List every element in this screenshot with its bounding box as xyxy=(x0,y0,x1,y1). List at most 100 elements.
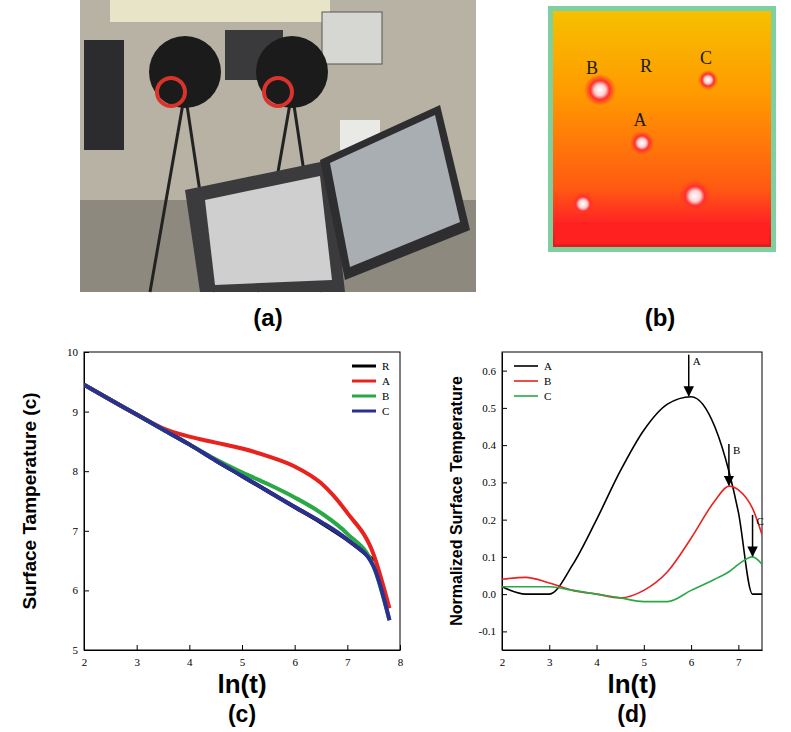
tick-mark xyxy=(502,408,507,409)
tick-label: 4 xyxy=(594,656,600,668)
tick-label: -0.1 xyxy=(479,625,496,637)
legend-item: A xyxy=(352,375,390,387)
photo-lamp xyxy=(256,36,328,108)
series-group xyxy=(502,397,762,602)
legend-item: A xyxy=(514,360,552,372)
photo-lamp-ring xyxy=(264,78,292,106)
series-line xyxy=(84,385,389,609)
axis-line xyxy=(503,650,763,651)
tick-label: 0.6 xyxy=(482,365,496,377)
tick-mark xyxy=(644,645,645,650)
tick: 8 xyxy=(73,465,90,477)
tick-mark xyxy=(242,645,243,650)
tick-label: 0.3 xyxy=(482,476,496,488)
tick-mark xyxy=(502,482,507,483)
legend-item: B xyxy=(352,390,389,402)
legend-label: A xyxy=(382,375,390,387)
tick: 0.1 xyxy=(482,551,507,563)
series-line xyxy=(502,397,762,594)
legend-label: C xyxy=(382,405,389,417)
tick-mark xyxy=(400,645,401,650)
axis-line xyxy=(85,650,401,651)
series-group xyxy=(84,385,389,620)
thermal-marker-label: B xyxy=(586,58,598,78)
thermal-panel: BRCA xyxy=(548,6,776,252)
tick-mark xyxy=(84,412,89,413)
legend-swatch xyxy=(352,395,376,398)
x-axis: 2345678 xyxy=(82,645,404,668)
tick: 0.6 xyxy=(482,365,507,377)
thermal-marker-label: C xyxy=(700,48,712,68)
tick-mark xyxy=(84,471,89,472)
panel-label: (a) xyxy=(253,304,282,331)
chart: 234567-0.10.00.10.20.30.40.50.6ABCABCln(… xyxy=(448,352,764,727)
tick-mark xyxy=(502,520,507,521)
tick-mark xyxy=(502,594,507,595)
tick: 5 xyxy=(73,644,90,656)
legend-label: A xyxy=(544,360,552,372)
photo-poster xyxy=(110,0,330,22)
x-axis: 234567 xyxy=(500,645,763,668)
annotation-label: C xyxy=(757,515,764,527)
legend: RABC xyxy=(352,360,390,417)
tick-mark xyxy=(189,645,190,650)
photo-lamp xyxy=(149,36,221,108)
legend-swatch xyxy=(352,410,376,413)
thermal-spot xyxy=(630,131,654,155)
tick-mark xyxy=(84,531,89,532)
legend: ABC xyxy=(514,360,552,402)
tick-label: 0.5 xyxy=(482,402,496,414)
tick-mark xyxy=(549,645,550,650)
tick-label: 10 xyxy=(67,346,79,358)
tick-label: 3 xyxy=(547,656,553,668)
y-axis-title: Surface Tamperature (c) xyxy=(19,392,40,609)
tick-label: 0.2 xyxy=(482,514,496,526)
photo-tripod xyxy=(150,92,185,292)
legend-label: B xyxy=(382,390,389,402)
tick: 6 xyxy=(292,645,298,668)
tick-mark xyxy=(295,645,296,650)
tick-label: 0.1 xyxy=(482,551,496,563)
tick: 0.4 xyxy=(482,439,507,451)
legend-item: B xyxy=(514,375,551,387)
thermal-field xyxy=(553,11,771,247)
y-axis: 5678910 xyxy=(67,346,89,656)
tick: 0.5 xyxy=(482,402,507,414)
tick-mark xyxy=(502,371,507,372)
annotation-label: A xyxy=(693,355,701,367)
tick: 9 xyxy=(73,406,90,418)
panel-label: (b) xyxy=(645,304,676,331)
panel-label: (d) xyxy=(617,701,646,727)
thermal-border xyxy=(548,6,776,252)
tick: 0.0 xyxy=(482,588,507,600)
tick-label: 2 xyxy=(500,656,506,668)
legend-swatch xyxy=(514,395,538,397)
annotation-arrow xyxy=(752,515,754,556)
tick: 6 xyxy=(689,645,695,668)
legend-label: C xyxy=(544,390,551,402)
photo-laptop-lid xyxy=(320,105,470,280)
photo-keyboard xyxy=(205,176,332,285)
photo-computer xyxy=(84,40,124,150)
tick-label: 5 xyxy=(73,644,79,656)
series-line xyxy=(84,385,389,620)
series-line xyxy=(502,557,762,602)
tick-label: 5 xyxy=(240,656,246,668)
figure: (a)BRCA(b)23456785678910RABCln(t)Surface… xyxy=(0,0,791,732)
legend-swatch xyxy=(514,380,538,382)
photo-panel xyxy=(80,0,476,292)
legend-item: C xyxy=(352,405,389,417)
tick-mark xyxy=(691,645,692,650)
tick-label: 8 xyxy=(73,465,79,477)
thermal-hot-band xyxy=(555,222,769,244)
tick-label: 2 xyxy=(82,656,88,668)
axis-line xyxy=(84,353,85,651)
legend-label: R xyxy=(382,360,390,372)
tick: -0.1 xyxy=(479,625,507,637)
thermal-spot xyxy=(584,74,616,106)
legend-swatch xyxy=(352,365,376,368)
photo-monitor xyxy=(322,12,382,64)
tick: 10 xyxy=(67,346,89,358)
tick: 5 xyxy=(642,645,648,668)
tick-label: 6 xyxy=(292,656,298,668)
